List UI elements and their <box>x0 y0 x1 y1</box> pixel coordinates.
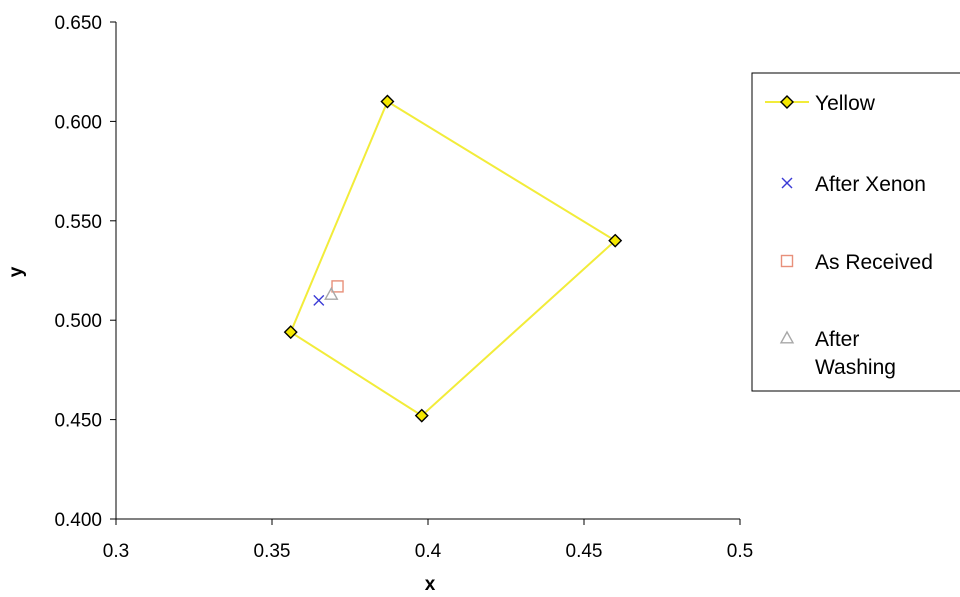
data-point <box>283 325 298 340</box>
legend-label: After Xenon <box>815 173 926 196</box>
data-point <box>331 280 344 293</box>
legend-marker <box>780 95 794 109</box>
y-tick-label: 0.400 <box>54 510 102 531</box>
y-tick-label: 0.500 <box>54 311 102 332</box>
legend-item: After Xenon <box>781 173 926 196</box>
x-stroke <box>313 294 325 306</box>
x-tick-label: 0.45 <box>566 541 603 562</box>
series-after-xenon <box>313 294 325 306</box>
y-tick-label: 0.550 <box>54 212 102 233</box>
axes: 0.400 0.450 0.500 0.550 0.600 0.650 0.3 0.35 0.4… <box>6 13 753 595</box>
x-tick-label: 0.5 <box>727 541 753 562</box>
x-stroke <box>781 177 793 189</box>
series-line <box>289 100 617 417</box>
x-tick-label: 0.3 <box>103 541 129 562</box>
legend-marker <box>779 330 795 344</box>
plot-area <box>283 94 623 423</box>
legend-label: Yellow <box>815 92 876 115</box>
legend-marker <box>781 177 793 189</box>
y-tick-label: 0.650 <box>54 13 102 34</box>
data-point <box>380 94 395 109</box>
data-point <box>324 286 339 300</box>
legend-label: As Received <box>815 251 933 274</box>
data-point <box>608 233 623 248</box>
y-axis-title: y <box>6 266 27 277</box>
y-tick-label: 0.600 <box>54 112 102 133</box>
legend-item: After Washing <box>779 328 896 379</box>
legend: Yellow After Xenon As Received After Washing <box>751 72 960 392</box>
legend-label: After <box>815 328 859 351</box>
series-yellow <box>283 94 623 423</box>
legend-marker <box>780 254 794 268</box>
x-tick-label: 0.35 <box>254 541 291 562</box>
legend-label: Washing <box>815 356 896 379</box>
x-axis-title: x <box>425 574 436 595</box>
y-tick-label: 0.450 <box>54 411 102 432</box>
legend-item: As Received <box>780 251 933 274</box>
legend-item: Yellow <box>765 92 876 115</box>
series-as-received <box>331 280 344 293</box>
x-tick-label: 0.4 <box>415 541 442 562</box>
data-point <box>414 408 429 423</box>
data-point <box>313 294 325 306</box>
legend-box <box>751 72 960 392</box>
series-after-washing <box>324 286 339 300</box>
